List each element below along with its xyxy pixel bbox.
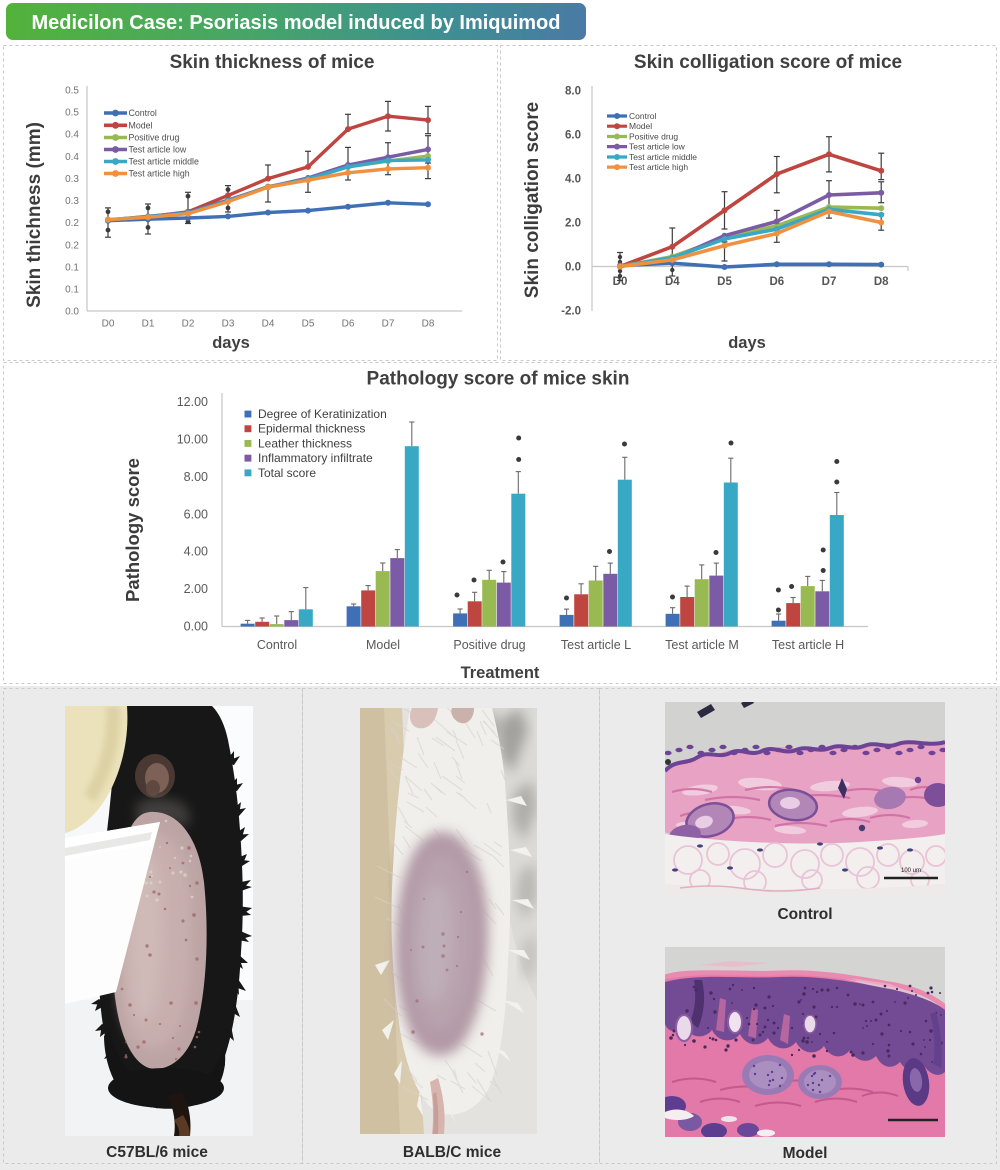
svg-text:0.5: 0.5 bbox=[65, 86, 79, 97]
svg-text:Skin colligation score of mice: Skin colligation score of mice bbox=[634, 52, 902, 73]
svg-text:D2: D2 bbox=[182, 319, 195, 330]
svg-text:D1: D1 bbox=[142, 319, 155, 330]
svg-text:0.4: 0.4 bbox=[65, 130, 79, 141]
svg-text:Skin colligation score: Skin colligation score bbox=[522, 102, 543, 298]
svg-text:Positive drug: Positive drug bbox=[129, 133, 180, 143]
svg-text:4.00: 4.00 bbox=[184, 545, 208, 559]
svg-text:0.1: 0.1 bbox=[65, 263, 79, 274]
svg-text:Inflammatory infiltrate: Inflammatory infiltrate bbox=[258, 451, 373, 465]
svg-text:Test article H: Test article H bbox=[772, 638, 844, 652]
svg-text:Test article high: Test article high bbox=[629, 162, 688, 172]
svg-text:Model: Model bbox=[783, 1145, 828, 1162]
svg-text:4.0: 4.0 bbox=[565, 174, 581, 186]
svg-text:Test article low: Test article low bbox=[629, 142, 686, 152]
svg-text:0.5: 0.5 bbox=[65, 108, 79, 119]
svg-text:0.3: 0.3 bbox=[65, 174, 79, 185]
svg-text:days: days bbox=[212, 334, 250, 352]
svg-text:Epidermal thickness: Epidermal thickness bbox=[258, 422, 365, 436]
svg-text:Leather thickness: Leather thickness bbox=[258, 436, 352, 450]
svg-text:Control: Control bbox=[129, 108, 157, 118]
svg-text:Test article high: Test article high bbox=[129, 169, 190, 179]
svg-text:D0: D0 bbox=[102, 319, 115, 330]
svg-text:8.0: 8.0 bbox=[565, 86, 581, 98]
svg-text:12.00: 12.00 bbox=[177, 395, 208, 409]
svg-text:D8: D8 bbox=[874, 276, 889, 288]
svg-text:D7: D7 bbox=[822, 276, 837, 288]
svg-text:D6: D6 bbox=[769, 276, 784, 288]
svg-text:-2.0: -2.0 bbox=[561, 306, 581, 318]
svg-text:6.00: 6.00 bbox=[184, 507, 208, 521]
svg-text:Control: Control bbox=[777, 906, 832, 923]
svg-text:2.0: 2.0 bbox=[565, 218, 581, 230]
svg-text:Control: Control bbox=[629, 111, 657, 121]
svg-text:0.0: 0.0 bbox=[565, 262, 581, 274]
svg-text:6.0: 6.0 bbox=[565, 130, 581, 142]
svg-text:0.3: 0.3 bbox=[65, 196, 79, 207]
svg-text:Model: Model bbox=[366, 638, 400, 652]
svg-text:days: days bbox=[728, 334, 766, 352]
svg-text:Degree of Keratinization: Degree of Keratinization bbox=[258, 407, 387, 421]
svg-text:0.00: 0.00 bbox=[184, 620, 208, 634]
svg-text:Test article low: Test article low bbox=[129, 145, 187, 155]
svg-text:Pathology score of mice skin: Pathology score of mice skin bbox=[367, 369, 630, 390]
svg-text:2.00: 2.00 bbox=[184, 582, 208, 596]
svg-text:Test article middle: Test article middle bbox=[629, 152, 697, 162]
svg-text:Pathology score: Pathology score bbox=[122, 458, 143, 602]
svg-text:C57BL/6 mice: C57BL/6 mice bbox=[106, 1144, 208, 1161]
svg-text:D4: D4 bbox=[262, 319, 275, 330]
svg-text:D7: D7 bbox=[382, 319, 395, 330]
svg-text:0.1: 0.1 bbox=[65, 285, 79, 296]
svg-text:Test article M: Test article M bbox=[665, 638, 739, 652]
svg-text:100 um: 100 um bbox=[901, 868, 921, 874]
svg-text:8.00: 8.00 bbox=[184, 470, 208, 484]
svg-text:D5: D5 bbox=[302, 319, 315, 330]
svg-text:10.00: 10.00 bbox=[177, 433, 208, 447]
svg-text:Positive drug: Positive drug bbox=[453, 638, 525, 652]
svg-text:0.0: 0.0 bbox=[65, 307, 79, 318]
svg-text:D8: D8 bbox=[422, 319, 435, 330]
svg-text:Model: Model bbox=[629, 121, 652, 131]
svg-text:D5: D5 bbox=[717, 276, 732, 288]
svg-text:Skin thickness of mice: Skin thickness of mice bbox=[170, 52, 375, 73]
svg-text:Positive drug: Positive drug bbox=[629, 132, 678, 142]
svg-text:Model: Model bbox=[129, 121, 153, 131]
svg-text:Medicilon Case: Psoriasis mode: Medicilon Case: Psoriasis model induced … bbox=[32, 12, 561, 34]
svg-text:Total score: Total score bbox=[258, 466, 316, 480]
svg-text:Control: Control bbox=[257, 638, 297, 652]
svg-text:D6: D6 bbox=[342, 319, 355, 330]
svg-text:Test article middle: Test article middle bbox=[129, 157, 200, 167]
svg-text:0.4: 0.4 bbox=[65, 152, 79, 163]
svg-text:D0: D0 bbox=[613, 276, 628, 288]
svg-text:Test article L: Test article L bbox=[561, 638, 631, 652]
svg-text:Treatment: Treatment bbox=[461, 664, 540, 682]
svg-text:0.2: 0.2 bbox=[65, 218, 79, 229]
svg-text:0.2: 0.2 bbox=[65, 240, 79, 251]
svg-text:D3: D3 bbox=[222, 319, 235, 330]
svg-text:BALB/C mice: BALB/C mice bbox=[403, 1144, 502, 1161]
svg-text:Skin thichness (mm): Skin thichness (mm) bbox=[24, 122, 45, 308]
svg-text:D4: D4 bbox=[665, 276, 680, 288]
